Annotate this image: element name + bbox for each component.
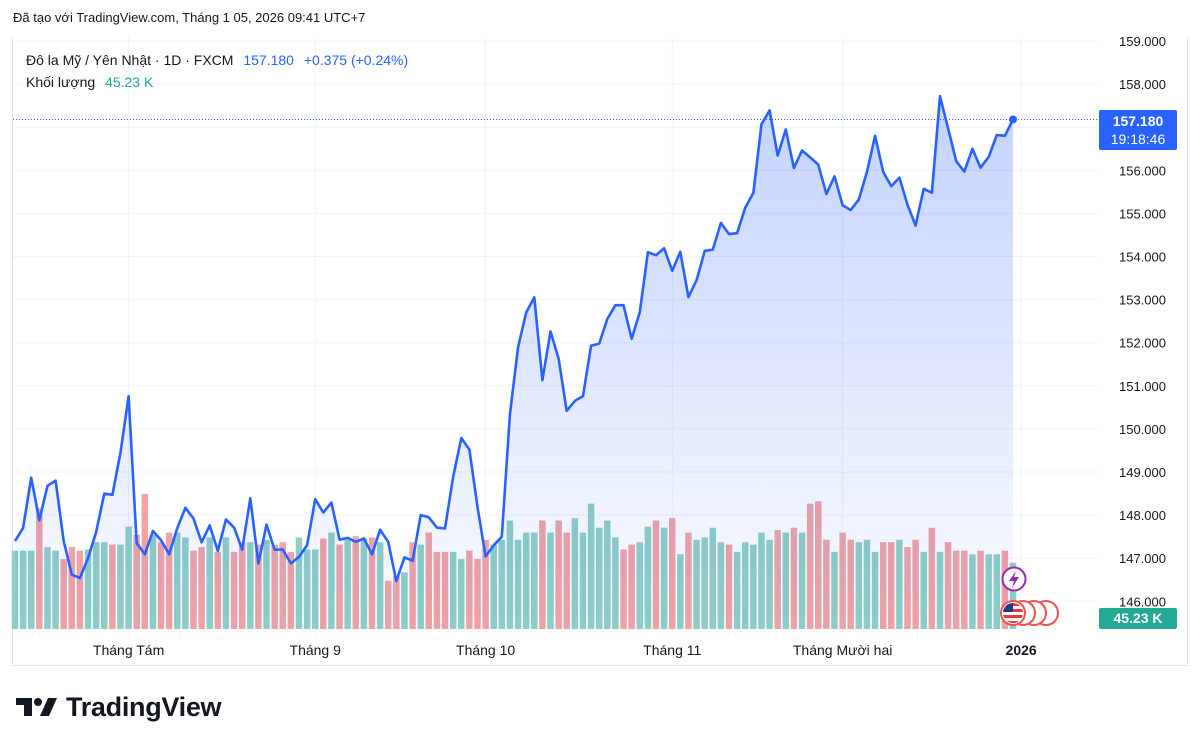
symbol-label: Đô la Mỹ / Yên Nhật · 1D · FXCM xyxy=(26,52,234,68)
countdown-timer: 19:18:46 xyxy=(1110,131,1166,147)
last-price: 157.180 xyxy=(243,52,294,68)
last-price-point xyxy=(1009,115,1017,124)
y-tick-label: 147.000 xyxy=(1119,551,1166,566)
x-tick-label: Tháng 9 xyxy=(290,642,342,658)
volume-axis-tag: 45.23 K xyxy=(1099,608,1177,629)
chart-legend: Đô la Mỹ / Yên Nhật · 1D · FXCM 157.180 … xyxy=(26,49,408,93)
y-tick-label: 155.000 xyxy=(1119,206,1166,221)
y-tick-label: 156.000 xyxy=(1119,163,1166,178)
event-markers[interactable] xyxy=(1000,566,1059,626)
brand-name: TradingView xyxy=(66,691,222,722)
y-tick-label: 153.000 xyxy=(1119,293,1166,308)
y-tick-label: 159.000 xyxy=(1119,34,1166,49)
footer-branding[interactable]: TradingView xyxy=(16,690,222,724)
y-tick-label: 150.000 xyxy=(1119,422,1166,437)
y-tick-label: 151.000 xyxy=(1119,379,1166,394)
y-tick-label: 149.000 xyxy=(1119,465,1166,480)
volume-value: 45.23 K xyxy=(105,74,154,90)
tradingview-logo-icon xyxy=(16,698,57,716)
y-tick-label: 158.000 xyxy=(1119,77,1166,92)
price-tag-value: 157.180 xyxy=(1112,113,1164,129)
us-flag-icon[interactable] xyxy=(1000,600,1059,626)
legend-volume-row[interactable]: Khối lượng 45.23 K xyxy=(26,71,408,93)
x-tick-label: 2026 xyxy=(1006,642,1037,658)
y-tick-label: 154.000 xyxy=(1119,250,1166,265)
volume-label: Khối lượng xyxy=(26,74,96,90)
price-change: +0.375 (+0.24%) xyxy=(303,52,409,68)
price-series-line xyxy=(13,94,1015,583)
price-area xyxy=(15,96,1013,629)
x-tick-label: Tháng 10 xyxy=(456,642,515,658)
chart-caption: Đã tạo với TradingView.com, Tháng 1 05, … xyxy=(13,10,366,25)
x-tick-label: Tháng 11 xyxy=(643,642,701,658)
lightning-icon[interactable] xyxy=(1001,566,1027,592)
x-axis-labels: Tháng Tám Tháng 9 Tháng 10 Tháng 11 Tháng Mư… xyxy=(93,642,1037,658)
y-tick-label: 146.000 xyxy=(1119,594,1166,609)
price-area-fill xyxy=(15,96,1013,629)
price-axis-tag: 157.180 19:18:46 xyxy=(1099,110,1177,150)
x-tick-label: Tháng Tám xyxy=(93,642,164,658)
y-tick-label: 152.000 xyxy=(1119,336,1166,351)
price-line xyxy=(13,94,1098,583)
chart-frame xyxy=(12,37,1188,666)
legend-symbol-row[interactable]: Đô la Mỹ / Yên Nhật · 1D · FXCM 157.180 … xyxy=(26,49,408,71)
x-tick-label: Tháng Mười hai xyxy=(793,642,892,658)
y-tick-label: 148.000 xyxy=(1119,508,1166,523)
